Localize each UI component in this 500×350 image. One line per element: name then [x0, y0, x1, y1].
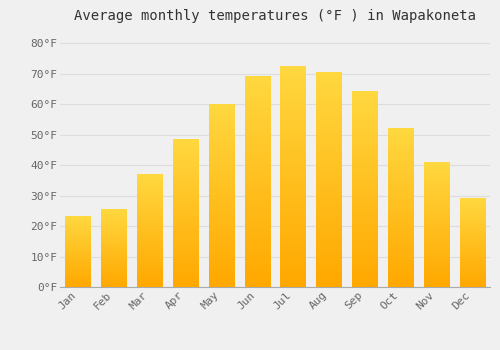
Title: Average monthly temperatures (°F ) in Wapakoneta: Average monthly temperatures (°F ) in Wa… — [74, 9, 476, 23]
